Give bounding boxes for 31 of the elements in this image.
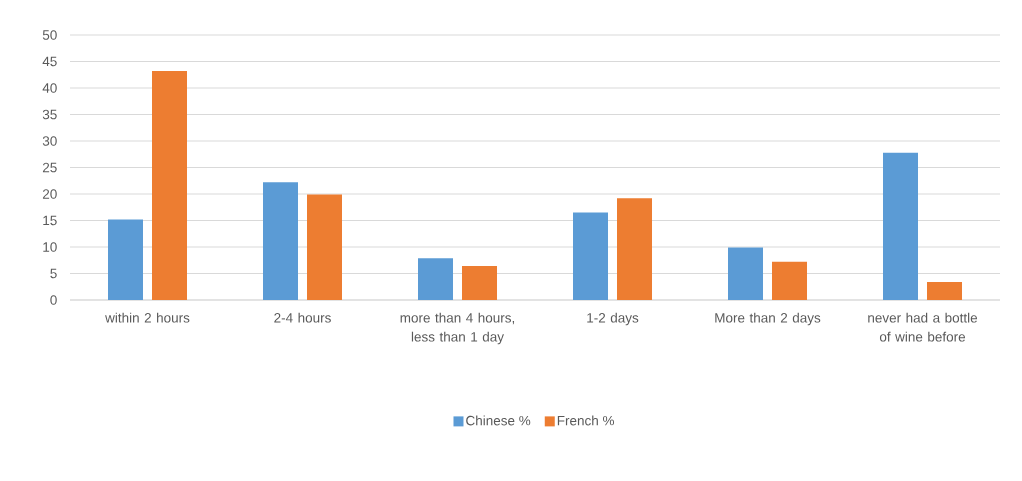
bar — [108, 219, 143, 300]
y-tick-label: 45 — [42, 56, 57, 67]
x-tick-label: never had a bottle of wine before — [868, 312, 978, 342]
bar — [418, 258, 453, 300]
bar — [617, 198, 652, 300]
bar — [772, 261, 807, 300]
legend-label: French % — [557, 415, 615, 426]
bar — [152, 71, 187, 300]
x-tick-label: within 2 hours — [105, 312, 190, 323]
y-tick-label: 10 — [43, 242, 57, 252]
y-tick-label: 30 — [42, 136, 57, 146]
y-tick-label: 5 — [50, 268, 57, 279]
x-tick-label: more than 4 hours, less than 1 day — [400, 312, 515, 345]
bar — [307, 194, 342, 300]
y-tick-label: 25 — [42, 162, 57, 173]
bar — [728, 247, 763, 300]
y-tick-label: 50 — [42, 30, 57, 40]
bar — [927, 281, 962, 300]
bar — [883, 152, 918, 300]
x-tick-label: 2-4 hours — [274, 312, 331, 323]
y-tick-label: 40 — [42, 83, 57, 93]
legend-label: Chinese % — [466, 415, 531, 426]
bar — [263, 182, 298, 300]
bar — [573, 212, 608, 300]
y-tick-label: 20 — [42, 189, 57, 199]
y-tick-label: 15 — [43, 215, 57, 226]
x-tick-label: More than 2 days — [715, 312, 821, 326]
x-tick-label: 1-2 days — [587, 312, 639, 326]
y-tick-label: 0 — [50, 295, 57, 305]
bar — [462, 266, 497, 300]
y-tick-label: 35 — [42, 109, 57, 120]
